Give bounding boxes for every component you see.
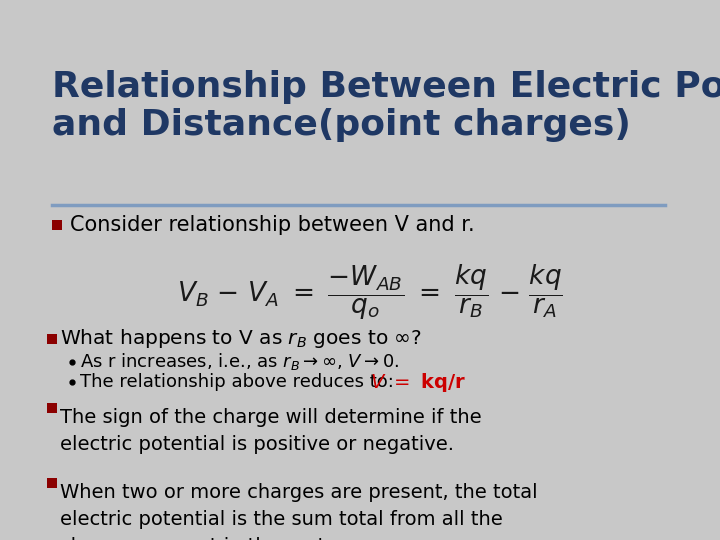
Bar: [47, 403, 57, 413]
Text: The relationship above reduces to:: The relationship above reduces to:: [80, 373, 405, 391]
Text: As r increases, i.e., as $r_B \rightarrow \infty$, $V \rightarrow 0.$: As r increases, i.e., as $r_B \rightarro…: [80, 352, 400, 373]
Text: Consider relationship between V and r.: Consider relationship between V and r.: [70, 215, 474, 235]
Text: $\it{V_B}$ $-$ $\it{V_A}$ $=$ $\dfrac{-W_{AB}}{q_o}$ $=$ $\dfrac{kq}{r_B}$ $-$ $: $\it{V_B}$ $-$ $\it{V_A}$ $=$ $\dfrac{-W…: [177, 262, 563, 322]
Text: The sign of the charge will determine if the
electric potential is positive or n: The sign of the charge will determine if…: [60, 408, 482, 454]
Bar: [52, 220, 62, 230]
Text: $\it{V}$ $=$ $\it{\bf{kq/r}}$: $\it{V}$ $=$ $\it{\bf{kq/r}}$: [370, 370, 467, 394]
Text: What happens to V as $r_B$ goes to $\infty$?: What happens to V as $r_B$ goes to $\inf…: [60, 327, 422, 350]
Bar: [47, 478, 57, 488]
Text: and Distance(point charges): and Distance(point charges): [52, 108, 631, 142]
Bar: [47, 334, 57, 344]
Text: When two or more charges are present, the total
electric potential is the sum to: When two or more charges are present, th…: [60, 483, 538, 540]
Text: Relationship Between Electric Potential: Relationship Between Electric Potential: [52, 70, 720, 104]
